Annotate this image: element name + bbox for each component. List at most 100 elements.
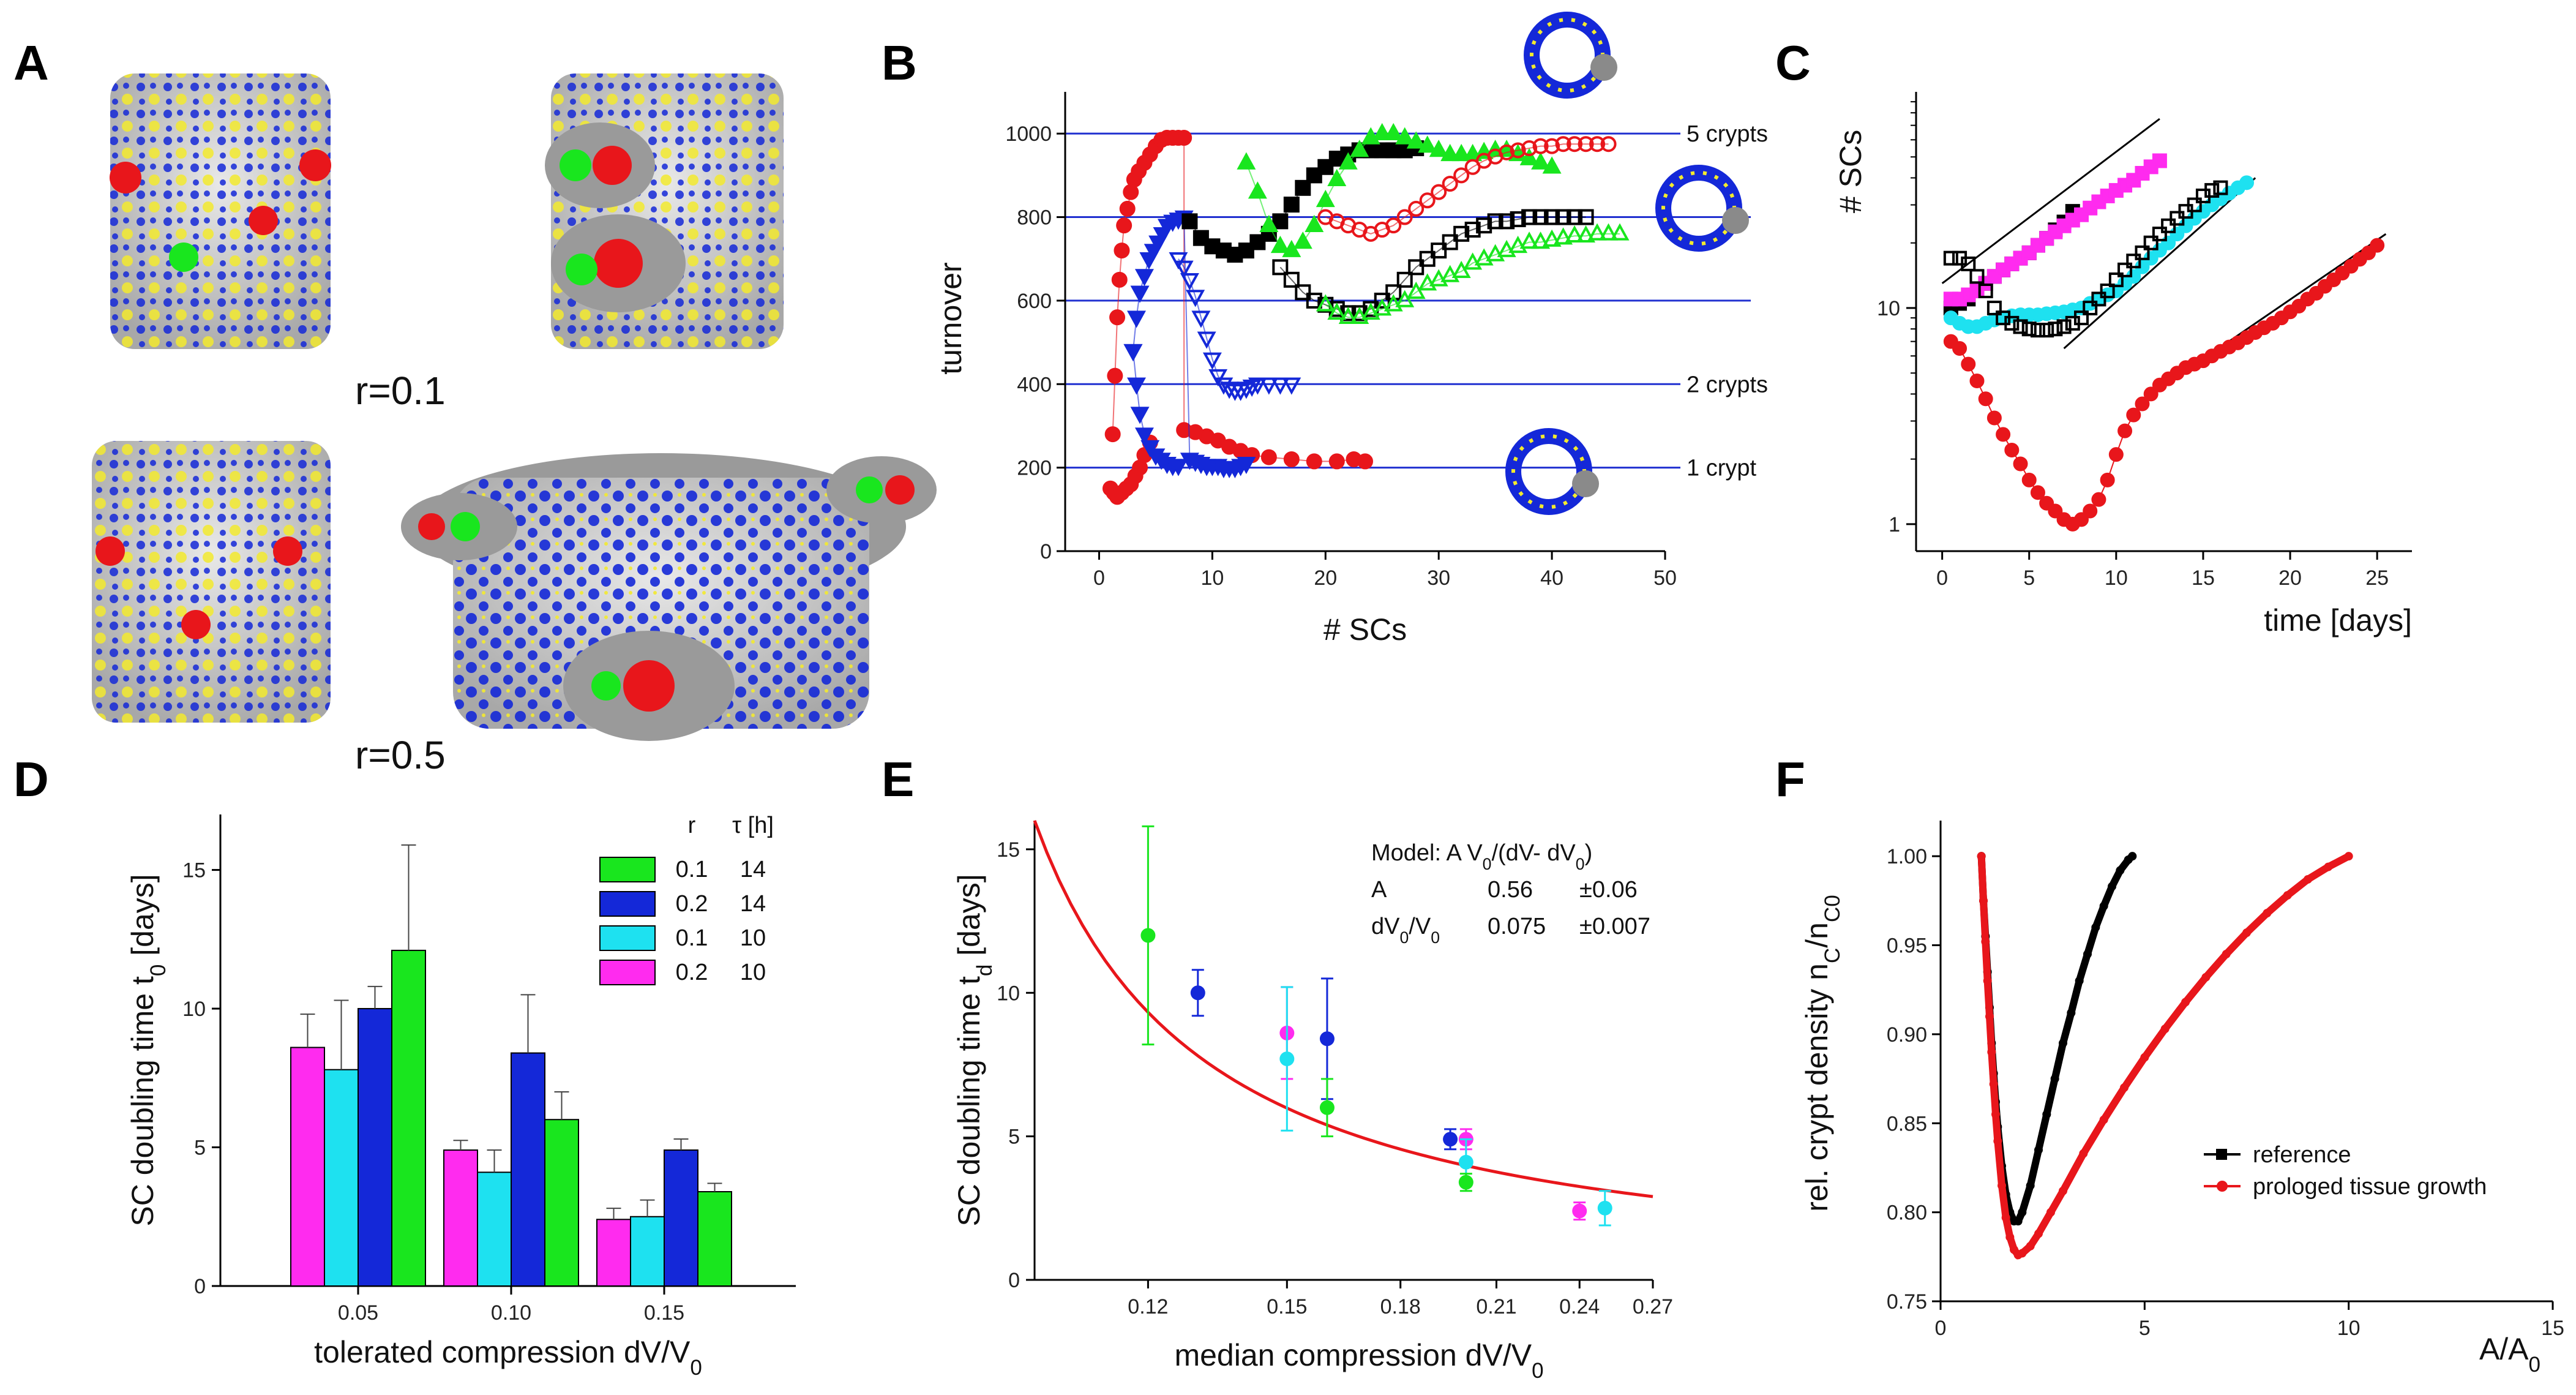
data-point: [2048, 321, 2063, 337]
x-tick-label: 40: [1540, 566, 1563, 590]
data-point: [2117, 423, 2133, 438]
data-point: [1474, 248, 1494, 266]
legend-r: 0.2: [676, 891, 708, 917]
bar: [391, 949, 426, 1287]
data-point: [1248, 377, 1267, 395]
crypt-label: 2 crypts: [1687, 372, 1768, 397]
data-point: [1440, 143, 1460, 162]
data-point: [1111, 271, 1128, 288]
bar: [630, 1216, 665, 1287]
data-point: [1981, 937, 1990, 946]
rendering-bottom-left: [92, 441, 331, 723]
y-axis-label: # SCs: [1833, 130, 1868, 213]
data-point: [1127, 310, 1146, 328]
series: [1169, 252, 1301, 401]
legend-label: reference: [2253, 1142, 2351, 1168]
data-point: [2059, 1186, 2067, 1195]
x-tick-label: 0.05: [338, 1301, 378, 1325]
data-point: [1993, 1137, 2002, 1146]
data-point: [1181, 213, 1198, 230]
legend-r: 0.1: [676, 925, 708, 951]
legend-header-r: r: [688, 813, 696, 838]
data-point: [1282, 239, 1301, 257]
y-tick-label: 0.85: [1887, 1112, 1927, 1135]
legend-swatch: [599, 857, 656, 882]
data-point: [1610, 223, 1630, 241]
bar: [443, 1149, 478, 1287]
data-point: [2026, 1181, 2035, 1190]
data-point: [1140, 928, 1156, 943]
x-axis-label: time [days]: [2264, 603, 2412, 637]
legend: r τ [h] 0.1 14 0.2 14 0.1 10 0.2 10: [599, 813, 774, 985]
y-tick-label: 0: [1040, 540, 1052, 563]
data-point: [2021, 321, 2037, 337]
data-point: [2048, 503, 2063, 519]
data-point: [2161, 218, 2176, 233]
data-point: [2074, 310, 2089, 326]
data-point: [1130, 285, 1150, 303]
data-point: [1567, 136, 1583, 152]
chart-c: 0 5 10 15 20 25 1 10 time [days] # SCs: [1833, 92, 2412, 637]
data-point: [1107, 367, 1123, 384]
data-point: [1497, 239, 1516, 257]
data-point: [1451, 143, 1471, 162]
data-point: [1453, 167, 1470, 184]
r-label-bottom: r=0.5: [355, 733, 446, 777]
crypt-ring-icon: [1524, 12, 1617, 99]
data-point: [1983, 976, 1992, 985]
rendering-top-right: [545, 73, 784, 349]
data-point: [1114, 243, 1130, 259]
data-point: [1127, 377, 1146, 395]
x-axis-label: median compression dV/V0: [1174, 1338, 1543, 1383]
data-point: [2083, 300, 2098, 315]
data-point: [1952, 340, 1968, 356]
x-tick-label: 5: [2139, 1317, 2151, 1340]
data-point: [2039, 323, 2054, 338]
y-tick-label: 5: [194, 1137, 206, 1160]
legend: reference prologed tissue growth: [2204, 1142, 2487, 1200]
data-point: [1532, 138, 1549, 154]
y-tick-label: 0.95: [1887, 934, 1927, 958]
data-point: [1587, 223, 1607, 241]
data-point: [1519, 148, 1539, 165]
data-point: [1597, 1200, 1612, 1216]
y-tick-label: 0: [1008, 1269, 1020, 1292]
data-point: [1544, 138, 1560, 154]
data-point: [2201, 972, 2211, 982]
data-point: [1372, 298, 1392, 316]
data-point: [2074, 512, 2089, 527]
data-point: [1272, 213, 1289, 230]
data-point: [2091, 923, 2100, 932]
data-point: [1996, 427, 2011, 442]
data-point: [2005, 1233, 2015, 1242]
data-point: [2034, 1229, 2043, 1238]
y-tick-label: 10: [997, 982, 1020, 1005]
data-point: [2143, 386, 2159, 402]
data-point: [1554, 227, 1573, 245]
data-point: [1338, 152, 1358, 170]
data-point: [2108, 272, 2124, 287]
data-point: [1140, 440, 1160, 457]
series: [1943, 238, 2385, 532]
x-tick-label: 0.21: [1476, 1295, 1516, 1318]
data-point: [1130, 407, 1150, 424]
data-point: [1176, 130, 1193, 146]
series: [1943, 180, 2228, 338]
data-point: [1443, 1132, 1458, 1147]
data-point: [2135, 396, 2150, 412]
data-point: [1977, 852, 1986, 861]
data-point: [1237, 152, 1256, 170]
legend-tau: 10: [740, 925, 766, 951]
data-point: [1544, 209, 1560, 225]
y-tick-label: 10: [1877, 297, 1900, 320]
data-point: [1476, 217, 1492, 234]
data-point: [2263, 909, 2272, 918]
y-tick-label: 400: [1017, 373, 1052, 396]
data-point: [2013, 319, 2028, 334]
legend-marker: [2216, 1149, 2227, 1160]
y-axis-label: SC doubling time td [days]: [952, 874, 997, 1226]
data-point: [1578, 209, 1594, 225]
data-point: [1453, 225, 1470, 242]
data-point: [2018, 1249, 2027, 1258]
label-bg: [1680, 450, 1784, 481]
